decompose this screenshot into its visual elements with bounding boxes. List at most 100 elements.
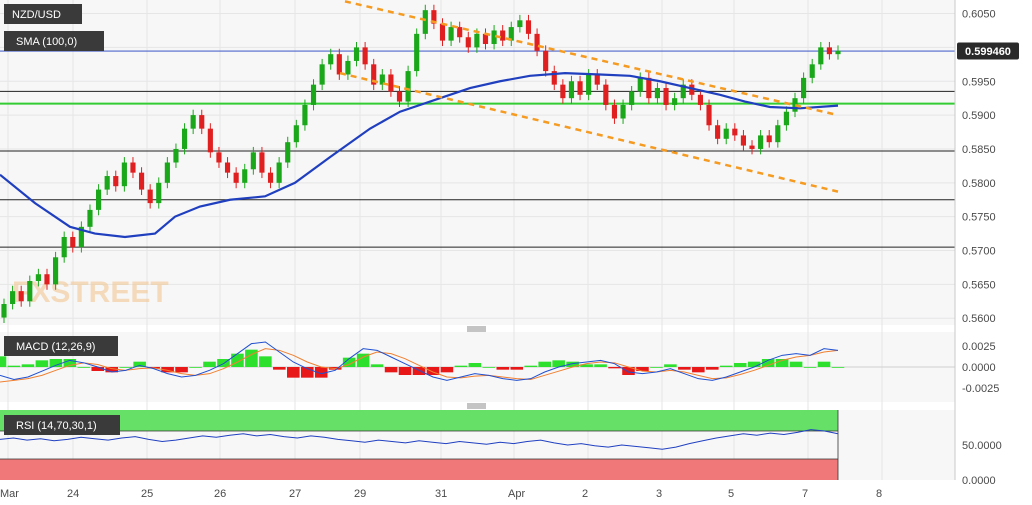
candle xyxy=(233,172,239,183)
macd-histogram-bar xyxy=(231,353,244,367)
candle xyxy=(44,274,50,285)
symbol-label: NZD/USD xyxy=(12,9,61,21)
candle xyxy=(758,135,764,149)
macd-histogram-bar xyxy=(21,364,35,367)
date-tick-label: 2 xyxy=(582,488,588,500)
candle xyxy=(53,257,59,285)
candle xyxy=(190,115,196,129)
price-tick-label: 0.5900 xyxy=(962,110,996,122)
candle xyxy=(517,20,523,28)
date-tick-label: 7 xyxy=(802,488,808,500)
macd-histogram-bar xyxy=(91,367,105,371)
candle xyxy=(224,162,231,173)
candle xyxy=(783,111,789,126)
macd-histogram-bar xyxy=(300,367,314,378)
rsi-line xyxy=(0,429,839,450)
candle xyxy=(568,81,575,99)
candle xyxy=(267,172,274,183)
macd-histogram-bar xyxy=(719,365,733,367)
candle xyxy=(801,77,807,99)
date-tick-label: 25 xyxy=(141,488,153,500)
candle xyxy=(259,152,265,173)
pane-resize-handle-2[interactable] xyxy=(467,403,486,409)
candle xyxy=(766,135,772,143)
lower-trendline xyxy=(339,71,839,193)
macd-histogram-bar xyxy=(398,367,412,375)
candle xyxy=(500,30,506,41)
candle xyxy=(61,236,67,258)
candle xyxy=(181,128,188,149)
current-price-badge: 0.599460 xyxy=(957,42,1019,60)
macd-tick-label: -0.0025 xyxy=(962,383,999,395)
macd-tag[interactable]: MACD (12,26,9) xyxy=(4,336,118,356)
macd-histogram-bar xyxy=(664,364,677,367)
sma-line xyxy=(0,72,839,239)
candle xyxy=(620,104,626,119)
candle xyxy=(379,74,385,85)
candle xyxy=(508,27,514,41)
price-tick-label: 0.5950 xyxy=(962,76,996,88)
date-tick-label: Apr xyxy=(508,488,525,500)
candle xyxy=(749,145,755,149)
symbol-tag[interactable]: NZD/USD xyxy=(4,4,82,24)
candle xyxy=(388,74,394,92)
candle xyxy=(551,71,557,85)
candle xyxy=(577,81,583,95)
current-price-value: 0.599460 xyxy=(965,46,1011,58)
candle xyxy=(603,84,609,105)
sma-tag[interactable]: SMA (100,0) xyxy=(4,31,104,51)
candle xyxy=(285,142,291,163)
macd-histogram-bar xyxy=(761,359,775,367)
price-tick-label: 0.5600 xyxy=(962,313,996,325)
candle xyxy=(543,50,549,72)
candle xyxy=(293,125,299,143)
candle xyxy=(276,162,282,183)
candle xyxy=(663,88,669,105)
macd-line xyxy=(0,341,839,381)
candle xyxy=(70,236,76,248)
price-tick-label: 0.5750 xyxy=(962,212,996,224)
macd-histogram-bar xyxy=(426,367,440,375)
candle xyxy=(35,274,41,281)
candle xyxy=(310,84,317,105)
candle xyxy=(414,33,420,72)
macd-histogram-bar xyxy=(608,367,621,369)
candle xyxy=(689,84,695,95)
candle xyxy=(482,33,489,45)
macd-histogram-bar xyxy=(77,367,91,368)
candle xyxy=(422,10,428,34)
macd-histogram-bar xyxy=(342,357,356,367)
trendlines xyxy=(339,0,839,193)
candle xyxy=(113,176,119,187)
candle xyxy=(637,77,643,92)
macd-histogram-bar xyxy=(775,359,789,367)
macd-histogram-bar xyxy=(566,361,579,367)
macd-histogram-bar xyxy=(259,356,272,367)
macd-histogram-bar xyxy=(733,363,747,367)
macd-histogram-bar xyxy=(468,363,482,367)
macd-histogram-bar xyxy=(454,365,468,367)
candle xyxy=(740,135,747,146)
candle xyxy=(723,128,729,139)
candle xyxy=(396,91,403,102)
macd-tick-label: 0.0025 xyxy=(962,341,996,353)
macd-histogram-bar xyxy=(217,359,230,367)
macd-histogram-bar xyxy=(105,367,119,373)
macd-histogram-bar xyxy=(0,356,7,367)
macd-histogram-bar xyxy=(803,367,817,368)
macd-histogram-bar xyxy=(384,367,398,373)
rsi-tag[interactable]: RSI (14,70,30,1) xyxy=(4,415,120,435)
date-tick-label: 29 xyxy=(354,488,366,500)
watermark: FXSTREET xyxy=(12,276,169,309)
candle xyxy=(199,115,205,129)
macd-histogram-bar xyxy=(203,361,216,367)
candle xyxy=(697,94,704,105)
date-tick-label: Mar xyxy=(0,488,19,500)
candle xyxy=(680,84,686,99)
macd-histogram-bar xyxy=(287,367,300,378)
candle xyxy=(594,74,600,85)
macd-histogram-bar xyxy=(706,367,719,370)
candle xyxy=(302,104,308,126)
pane-resize-handle-1[interactable] xyxy=(467,326,486,332)
candle xyxy=(474,33,480,48)
